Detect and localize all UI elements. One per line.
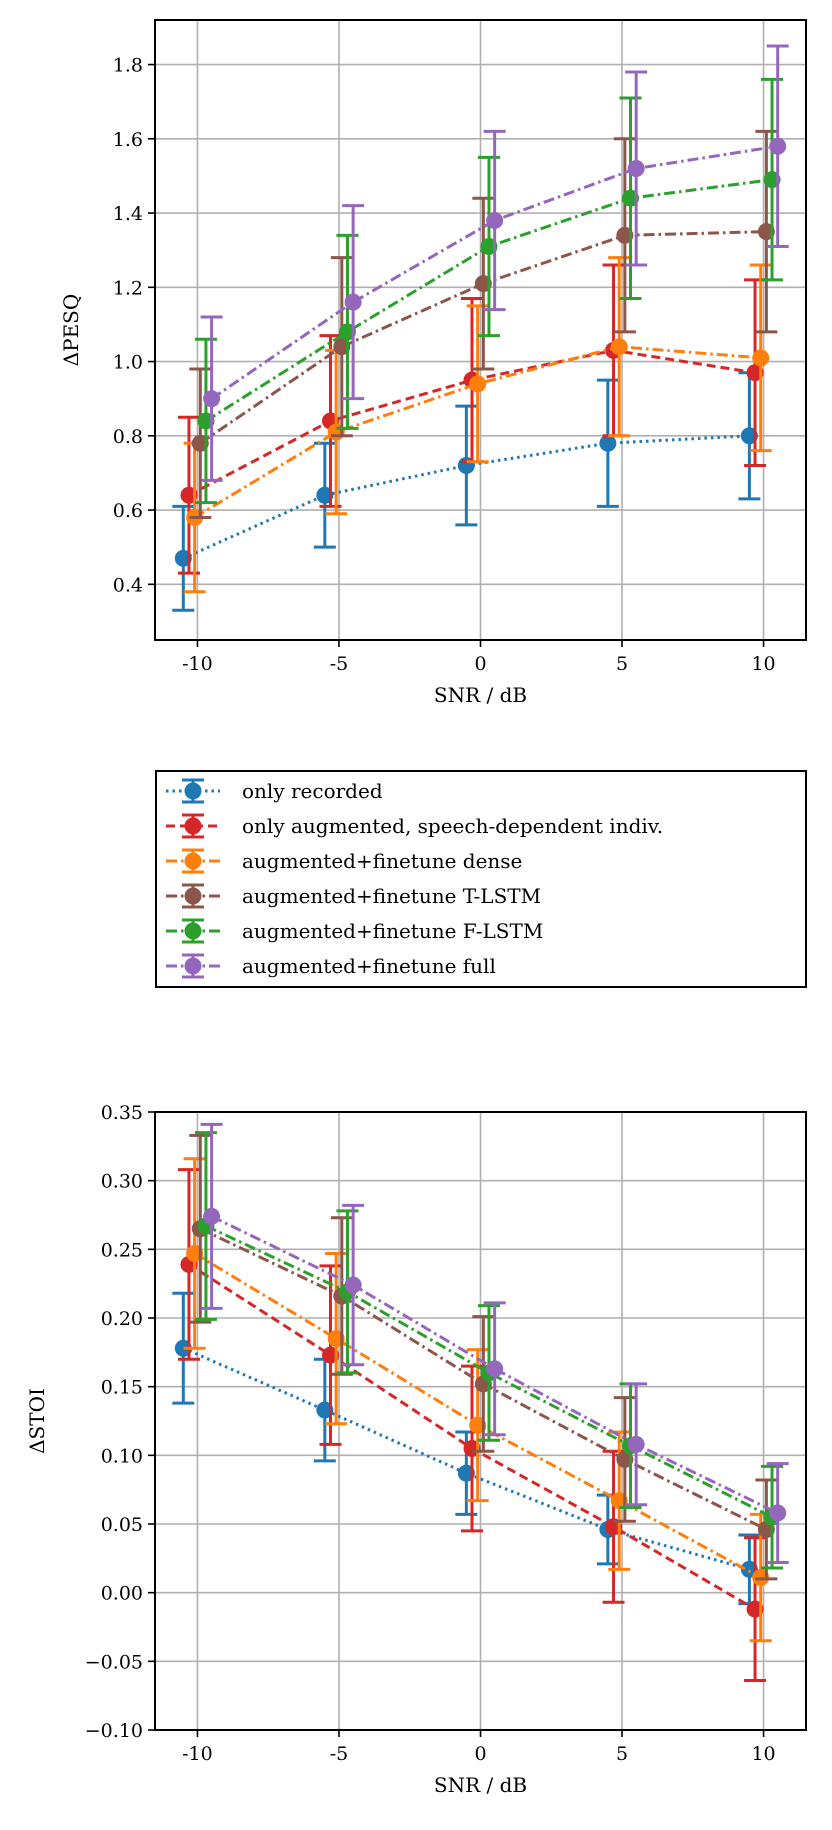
y-tick-label: 1.4: [113, 203, 143, 225]
data-point: [627, 160, 645, 178]
legend-marker: [184, 852, 202, 870]
y-tick-label: 0.35: [101, 1102, 143, 1124]
series-4: [194, 77, 784, 505]
x-tick-label: -5: [330, 1743, 349, 1765]
x-tick-label: -5: [330, 653, 349, 675]
series-3: [189, 1133, 778, 1581]
data-point: [486, 211, 504, 229]
y-tick-label: 1.2: [113, 277, 143, 299]
x-axis-label: SNR / dB: [434, 683, 527, 707]
y-tick-label: 0.4: [113, 574, 143, 596]
x-tick-label: 10: [751, 1743, 775, 1765]
x-tick-label: 5: [616, 1743, 628, 1765]
legend-label: only recorded: [242, 779, 383, 803]
stoi-chart: -10 -5 0 5 10 −0.10 −0.05 0.00 0.05 0.10 0.15 0.20 0…: [25, 1102, 807, 1797]
x-tick-label: 0: [474, 1743, 486, 1765]
y-axis-label: ΔSTOI: [25, 1388, 49, 1454]
y-tick-label: 0.8: [113, 426, 143, 448]
data-point: [769, 1504, 787, 1522]
series-line: [188, 348, 756, 497]
pesq-chart: -10 -5 0 5 10 0.4 0.6 0.8 1.0 1.2 1.4 1.6 1.8 SNR / d…: [59, 19, 807, 707]
y-tick-label: 0.00: [101, 1583, 143, 1605]
y-tick-label: 0.15: [101, 1377, 143, 1399]
legend-label: augmented+finetune T-LSTM: [242, 884, 541, 908]
y-tick-label: −0.10: [85, 1720, 143, 1742]
legend-label: augmented+finetune dense: [242, 849, 522, 873]
legend-entry: augmented+finetune dense: [166, 848, 522, 874]
series-line: [193, 345, 761, 519]
y-tick-label: 0.05: [101, 1514, 143, 1536]
series-5: [200, 1122, 789, 1564]
y-axis-label: ΔPESQ: [59, 294, 83, 367]
series-1: [177, 263, 767, 575]
legend-box: [155, 770, 807, 988]
legend-marker: [184, 782, 202, 800]
y-tick-label: 0.6: [113, 500, 143, 522]
x-axis-label: SNR / dB: [434, 1773, 527, 1797]
x-tick-label: 5: [616, 653, 628, 675]
legend-entry: augmented+finetune full: [166, 953, 496, 979]
data-point: [469, 375, 487, 393]
y-tick-label: 1.0: [113, 352, 143, 374]
series-line: [210, 144, 778, 400]
y-tick-label: 1.6: [113, 129, 143, 151]
series-0: [172, 371, 761, 612]
y-tick-label: 0.20: [101, 1308, 143, 1330]
legend: only recorded only augmented, speech-depe…: [155, 770, 807, 988]
data-point: [203, 390, 221, 408]
legend-entry: augmented+finetune T-LSTM: [166, 883, 541, 909]
data-point: [599, 434, 617, 452]
y-tick-label: 0.25: [101, 1239, 143, 1261]
series-5: [200, 44, 789, 482]
y-tick-label: −0.05: [85, 1651, 143, 1673]
x-tick-label: -10: [182, 1743, 213, 1765]
data-point: [344, 293, 362, 311]
y-tick-label: 1.8: [113, 55, 143, 77]
legend-label: only augmented, speech-dependent indiv.: [242, 814, 663, 838]
legend-marker: [184, 922, 202, 940]
x-tick-label: -10: [182, 653, 213, 675]
legend-marker: [184, 817, 202, 835]
legend-entry: only augmented, speech-dependent indiv.: [166, 813, 663, 839]
data-point: [627, 1435, 645, 1453]
legend-marker: [184, 887, 202, 905]
data-point: [752, 349, 770, 367]
x-tick-label: 10: [751, 653, 775, 675]
legend-entry: only recorded: [166, 778, 383, 804]
x-tick-label: 0: [474, 653, 486, 675]
data-point: [610, 338, 628, 356]
series-4: [194, 1131, 784, 1570]
data-point: [486, 1360, 504, 1378]
data-point: [344, 1276, 362, 1294]
data-point: [769, 137, 787, 155]
legend-label: augmented+finetune full: [242, 954, 496, 978]
series-2: [183, 256, 772, 594]
y-tick-label: 0.10: [101, 1445, 143, 1467]
legend-label: augmented+finetune F-LSTM: [242, 919, 543, 943]
legend-marker: [184, 957, 202, 975]
y-tick-label: 0.30: [101, 1171, 143, 1193]
series-line: [205, 1224, 773, 1519]
legend-entry: augmented+finetune F-LSTM: [166, 918, 543, 944]
data-point: [203, 1207, 221, 1225]
